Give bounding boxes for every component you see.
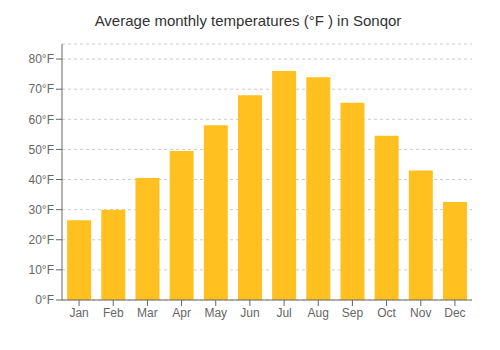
svg-text:30°F: 30°F (29, 203, 54, 217)
svg-text:20°F: 20°F (29, 233, 54, 247)
svg-text:10°F: 10°F (29, 263, 54, 277)
svg-text:Jul: Jul (276, 306, 291, 320)
svg-text:50°F: 50°F (29, 143, 54, 157)
svg-text:May: May (204, 306, 227, 320)
svg-text:Feb: Feb (103, 306, 124, 320)
svg-text:Jun: Jun (240, 306, 259, 320)
svg-text:Aug: Aug (308, 306, 329, 320)
svg-text:40°F: 40°F (29, 173, 54, 187)
svg-text:0°F: 0°F (35, 293, 54, 307)
svg-text:Oct: Oct (377, 306, 396, 320)
svg-text:Nov: Nov (410, 306, 431, 320)
svg-text:70°F: 70°F (29, 82, 54, 96)
html-text:Average monthly temperatures (: Average monthly temperatures (°F ) in So… (94, 12, 402, 29)
svg-text:Dec: Dec (444, 306, 465, 320)
svg-text:80°F: 80°F (29, 52, 54, 66)
svg-text:Apr: Apr (172, 306, 191, 320)
svg-text:60°F: 60°F (29, 113, 54, 127)
svg-text:Jan: Jan (69, 306, 88, 320)
svg-text:Sep: Sep (342, 306, 364, 320)
svg-text:Mar: Mar (137, 306, 158, 320)
